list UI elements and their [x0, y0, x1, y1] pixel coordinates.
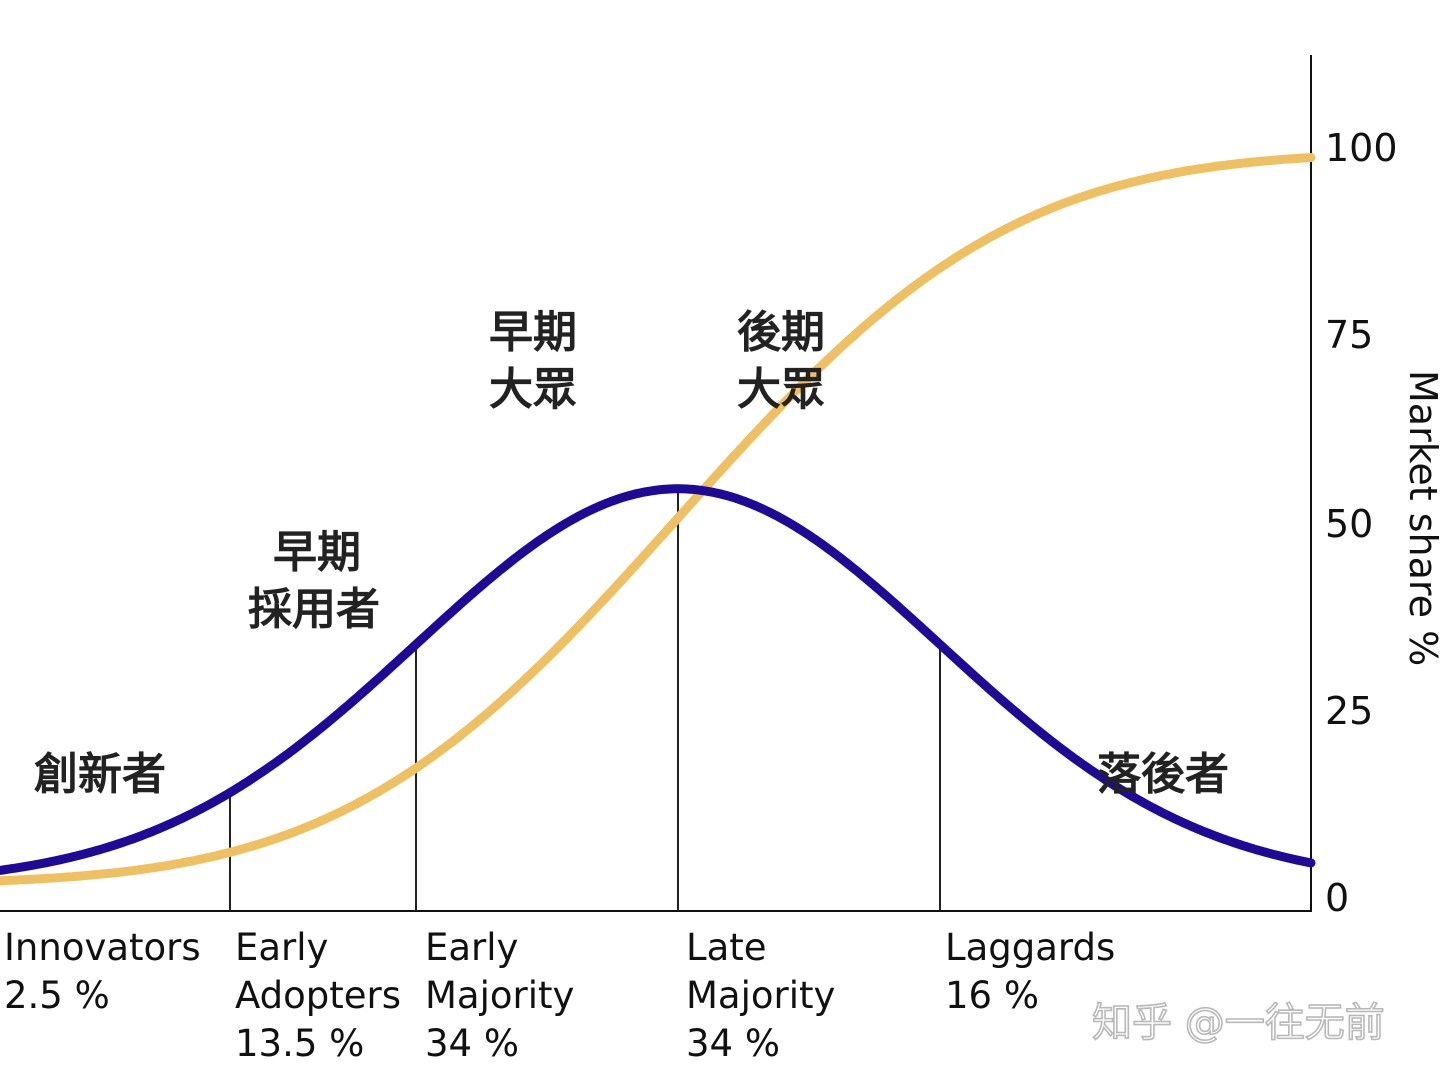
- category-early-adopters-share: 13.5 %: [235, 1022, 364, 1065]
- category-innovators: Innovators 2.5 %: [4, 926, 201, 1017]
- category-early-majority: Early Majority 34 %: [425, 926, 574, 1065]
- y-tick-0: 0: [1325, 876, 1349, 920]
- annotation-early-majority-2: 大眾: [489, 364, 577, 415]
- annotation-early-adopters-2: 採用者: [248, 584, 380, 635]
- y-tick-75: 75: [1325, 313, 1373, 357]
- category-late-majority: Late Majority 34 %: [686, 926, 835, 1065]
- adoption-bell-curve: [0, 484, 1316, 875]
- annotation-late-majority-2: 大眾: [737, 364, 825, 415]
- category-late-majority-share: 34 %: [686, 1022, 780, 1065]
- category-early-majority-share: 34 %: [425, 1022, 519, 1065]
- annotation-laggards: 落後者: [1097, 749, 1229, 800]
- annotation-early-adopters-1: 早期: [273, 527, 361, 578]
- category-early-adopters-name-1: Early: [235, 926, 328, 969]
- category-early-majority-name-2: Majority: [425, 974, 574, 1017]
- category-late-majority-name-2: Majority: [686, 974, 835, 1017]
- segment-dividers: [229, 488, 941, 911]
- category-innovators-share: 2.5 %: [4, 974, 110, 1017]
- cumulative-s-curve: [0, 153, 1316, 886]
- watermark: 知乎 @一往无前: [1092, 1000, 1385, 1046]
- category-laggards-share: 16 %: [945, 974, 1039, 1017]
- annotation-early-majority-1: 早期: [489, 307, 577, 358]
- y-axis-label: Market share %: [1401, 370, 1440, 666]
- category-late-majority-name-1: Late: [686, 926, 767, 969]
- y-tick-100: 100: [1325, 126, 1398, 170]
- y-tick-50: 50: [1325, 502, 1373, 546]
- category-early-adopters: Early Adopters 13.5 %: [235, 926, 401, 1065]
- annotation-late-majority-1: 後期: [737, 307, 825, 358]
- category-early-adopters-name-2: Adopters: [235, 974, 401, 1017]
- category-innovators-name: Innovators: [4, 926, 201, 969]
- category-laggards: Laggards 16 %: [945, 926, 1115, 1017]
- y-tick-25: 25: [1325, 689, 1373, 733]
- category-early-majority-name-1: Early: [425, 926, 518, 969]
- category-laggards-name: Laggards: [945, 926, 1115, 969]
- annotation-innovators: 創新者: [34, 749, 166, 800]
